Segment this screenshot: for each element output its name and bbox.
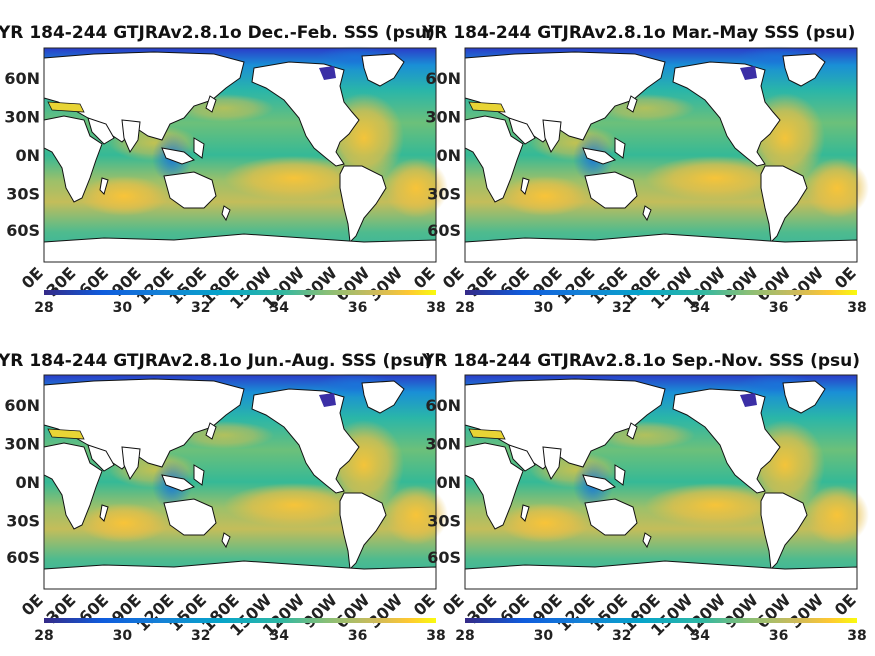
colorbar-tick-label: 38: [426, 300, 445, 316]
x-tick-label: 60W: [332, 263, 374, 305]
y-tick-label: 60S: [427, 221, 461, 240]
map-area: [464, 372, 870, 590]
y-tick-label: 60N: [4, 69, 40, 88]
colorbar-tick-label: 34: [269, 628, 289, 644]
x-tick-label: 0E: [410, 590, 439, 619]
x-tick-label: 60W: [332, 590, 374, 632]
y-tick-label: 60N: [425, 396, 461, 415]
x-tick-label: 0E: [831, 263, 860, 292]
y-tick-label: 60S: [427, 548, 461, 567]
y-tick-label: 30N: [4, 107, 40, 126]
panel-title: YR 184-244 GTJRAv2.8.1o Mar.-May SSS (ps…: [421, 23, 855, 43]
colorbar-tick-label: 34: [690, 300, 710, 316]
panel-mar-may: YR 184-244 GTJRAv2.8.1o Mar.-May SSS (ps…: [421, 23, 870, 316]
panel-sep-nov: YR 184-244 GTJRAv2.8.1o Sep.-Nov. SSS (p…: [421, 351, 870, 644]
y-tick-label: 60N: [4, 396, 40, 415]
y-tick-label: 30S: [6, 185, 40, 204]
x-axis: 0E30E60E90E120E150E180E150W120W90W60W30W…: [18, 590, 439, 640]
colorbar-tick-label: 28: [455, 628, 474, 644]
panel-title: YR 184-244 GTJRAv2.8.1o Sep.-Nov. SSS (p…: [421, 351, 860, 371]
colorbar: [44, 618, 436, 623]
colorbar-tick-label: 38: [426, 628, 445, 644]
panel-title: YR 184-244 GTJRAv2.8.1o Jun.-Aug. SSS (p…: [0, 351, 432, 371]
x-tick-label: 30W: [785, 590, 827, 632]
y-tick-label: 0N: [436, 473, 461, 492]
colorbar-ticks: 28 30 32 34 36 38: [34, 628, 445, 644]
x-tick-label: 30W: [785, 263, 827, 305]
x-tick-label: 30W: [364, 590, 406, 632]
colorbar-ticks: 28 30 32 34 36 38: [455, 628, 866, 644]
map-area: [43, 372, 449, 590]
y-axis: 60N 30N 0N 30S 60S: [4, 396, 40, 567]
colorbar-tick-label: 38: [847, 300, 866, 316]
y-tick-label: 60N: [425, 69, 461, 88]
x-tick-label: 0E: [831, 590, 860, 619]
x-tick-label: 90W: [720, 263, 762, 305]
y-tick-label: 30S: [427, 512, 461, 531]
colorbar-tick-label: 36: [769, 628, 788, 644]
colorbar-tick-label: 30: [113, 628, 133, 644]
colorbar-ticks: 28 30 32 34 36 38: [34, 300, 445, 316]
colorbar-tick-label: 32: [191, 300, 210, 316]
y-axis: 60N 30N 0N 30S 60S: [425, 396, 461, 567]
colorbar-tick-label: 36: [769, 300, 788, 316]
x-axis: 0E30E60E90E120E150E180E150W120W90W60W30W…: [439, 263, 860, 313]
panel-dec-feb: YR 184-244 GTJRAv2.8.1o Dec.-Feb. SSS (p…: [0, 23, 449, 316]
colorbar-tick-label: 30: [534, 628, 554, 644]
y-tick-label: 30N: [425, 107, 461, 126]
y-tick-label: 60S: [6, 548, 40, 567]
x-tick-label: 60W: [753, 263, 795, 305]
x-tick-label: 60W: [753, 590, 795, 632]
colorbar-tick-label: 32: [612, 628, 631, 644]
colorbar-tick-label: 30: [534, 300, 554, 316]
x-tick-label: 30W: [364, 263, 406, 305]
colorbar-tick-label: 32: [612, 300, 631, 316]
colorbar-ticks: 28 30 32 34 36 38: [455, 300, 866, 316]
colorbar-tick-label: 28: [455, 300, 474, 316]
x-axis: 0E30E60E90E120E150E180E150W120W90W60W30W…: [18, 263, 439, 313]
colorbar: [465, 290, 857, 295]
colorbar: [465, 618, 857, 623]
map-area: [464, 45, 870, 263]
y-tick-label: 60S: [6, 221, 40, 240]
y-tick-label: 0N: [436, 146, 461, 165]
y-tick-label: 30N: [4, 434, 40, 453]
colorbar-tick-label: 38: [847, 628, 866, 644]
colorbar-tick-label: 34: [690, 628, 710, 644]
colorbar-tick-label: 32: [191, 628, 210, 644]
y-tick-label: 30S: [427, 185, 461, 204]
y-tick-label: 30S: [6, 512, 40, 531]
panel-jun-aug: YR 184-244 GTJRAv2.8.1o Jun.-Aug. SSS (p…: [0, 351, 449, 644]
y-tick-label: 30N: [425, 434, 461, 453]
x-tick-label: 90W: [720, 590, 762, 632]
colorbar-tick-label: 36: [348, 300, 367, 316]
x-axis: 0E30E60E90E120E150E180E150W120W90W60W30W…: [439, 590, 860, 640]
colorbar-tick-label: 28: [34, 628, 53, 644]
y-tick-label: 0N: [15, 146, 40, 165]
map-area: [43, 45, 449, 263]
x-tick-label: 90W: [299, 590, 341, 632]
x-tick-label: 90W: [299, 263, 341, 305]
y-tick-label: 0N: [15, 473, 40, 492]
x-tick-label: 0E: [410, 263, 439, 292]
colorbar-tick-label: 28: [34, 300, 53, 316]
colorbar-tick-label: 30: [113, 300, 133, 316]
colorbar-tick-label: 34: [269, 300, 289, 316]
colorbar: [44, 290, 436, 295]
y-axis: 60N 30N 0N 30S 60S: [4, 69, 40, 240]
colorbar-tick-label: 36: [348, 628, 367, 644]
panel-title: YR 184-244 GTJRAv2.8.1o Dec.-Feb. SSS (p…: [0, 23, 435, 43]
y-axis: 60N 30N 0N 30S 60S: [425, 69, 461, 240]
